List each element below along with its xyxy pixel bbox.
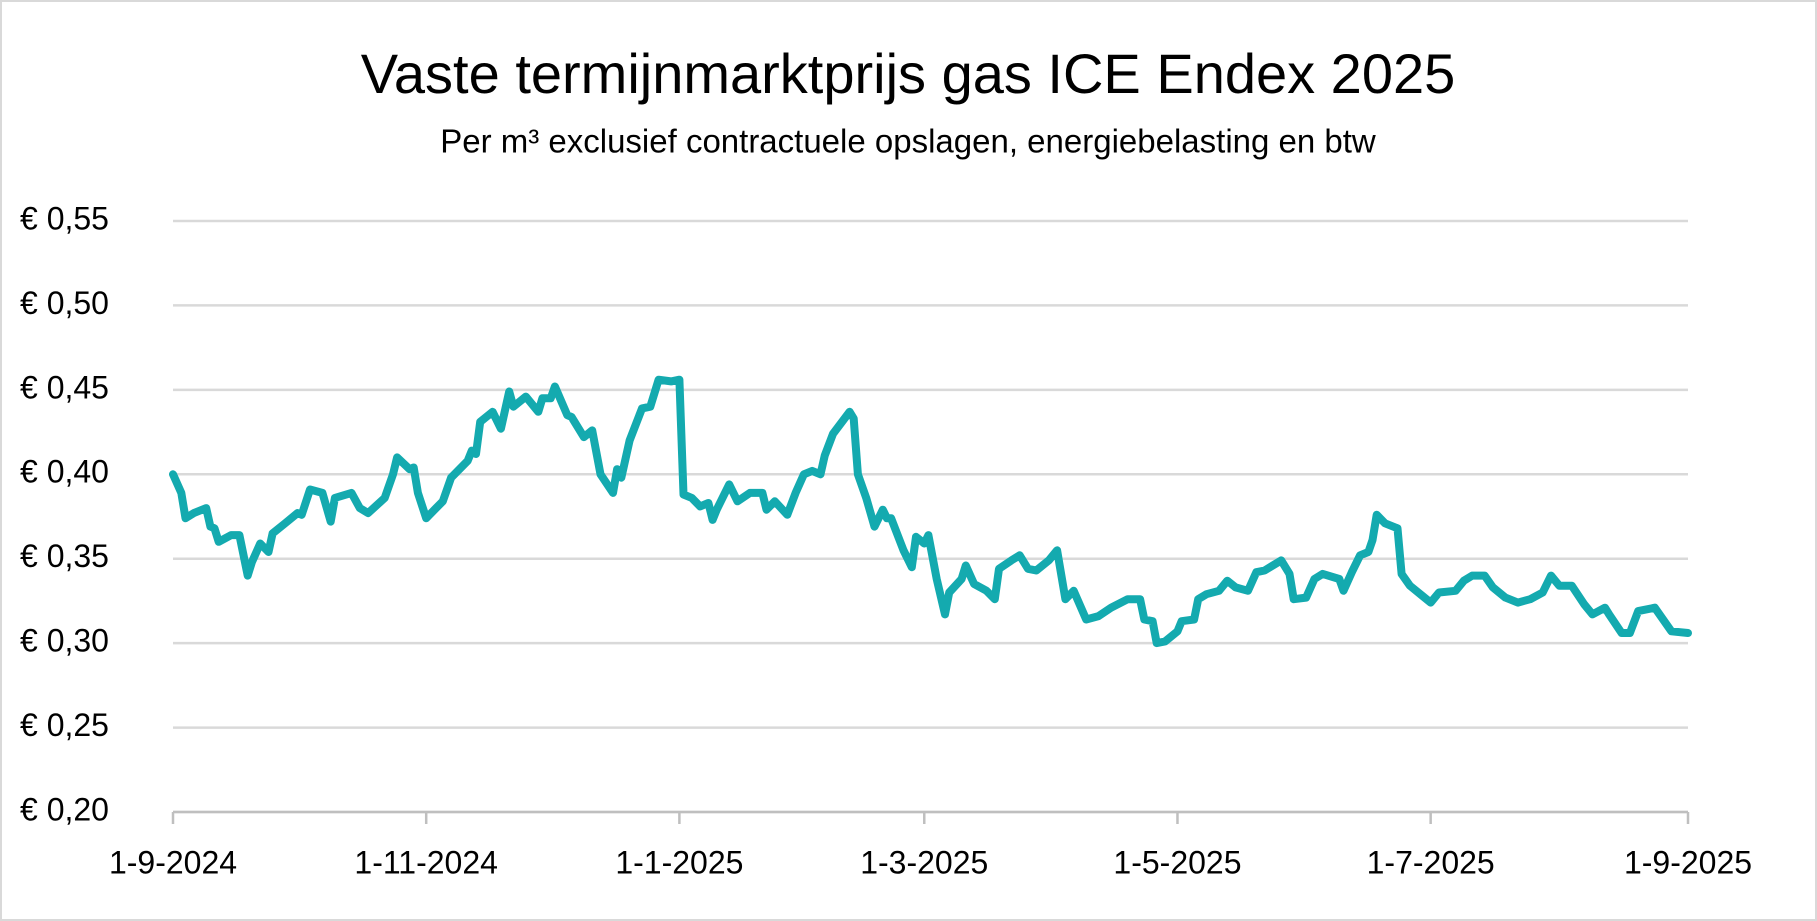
x-tick-label: 1-7-2025 xyxy=(1367,844,1495,880)
y-tick-label: € 0,25 xyxy=(20,707,109,743)
y-tick-label: € 0,40 xyxy=(20,454,109,490)
y-tick-label: € 0,35 xyxy=(20,538,109,574)
x-tick-label: 1-3-2025 xyxy=(860,844,988,880)
y-tick-label: € 0,20 xyxy=(20,791,109,827)
x-tick-label: 1-5-2025 xyxy=(1113,844,1241,880)
x-tick-label: 1-9-2025 xyxy=(1624,844,1752,880)
y-tick-label: € 0,50 xyxy=(20,285,109,321)
x-tick-label: 1-1-2025 xyxy=(615,844,743,880)
chart-title: Vaste termijnmarktprijs gas ICE Endex 20… xyxy=(361,42,1456,105)
y-tick-label: € 0,45 xyxy=(20,369,109,405)
x-tick-label: 1-11-2024 xyxy=(354,844,498,880)
y-tick-label: € 0,30 xyxy=(20,623,109,659)
chart-subtitle: Per m³ exclusief contractuele opslagen, … xyxy=(440,123,1376,160)
x-tick-label: 1-9-2024 xyxy=(109,844,237,880)
y-tick-label: € 0,55 xyxy=(20,200,109,236)
price-line xyxy=(169,375,1692,648)
